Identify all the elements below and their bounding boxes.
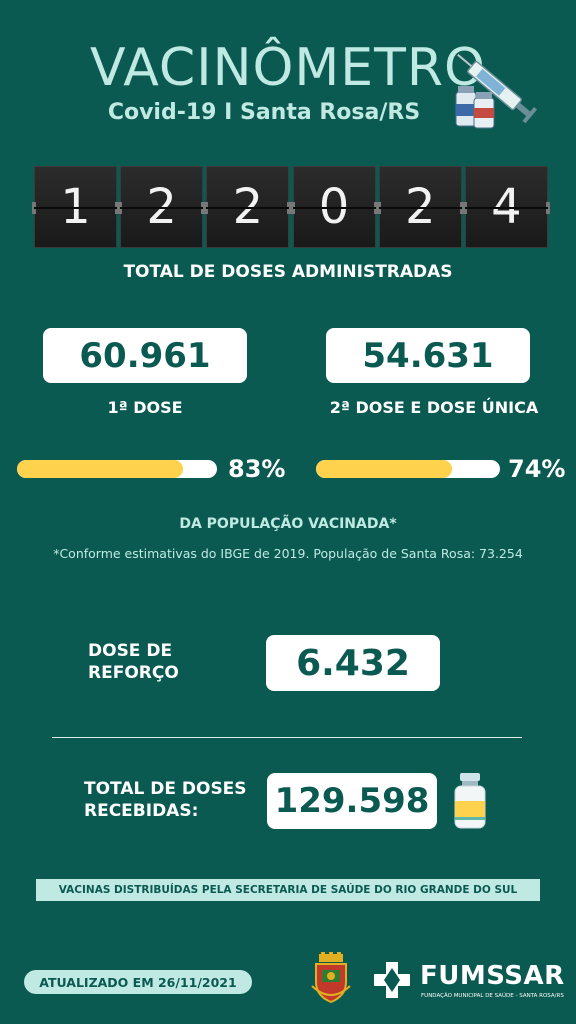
first-dose-progress — [17, 460, 217, 478]
second-dose-progress — [316, 460, 500, 478]
divider — [52, 737, 522, 738]
vaccine-vial-icon — [454, 773, 486, 829]
first-dose-progress-fill — [17, 460, 183, 478]
org-name: FUMSSAR — [420, 961, 565, 991]
second-dose-percent: 74% — [508, 455, 566, 483]
second-dose-progress-fill — [316, 460, 453, 478]
received-label-line2: RECEBIDAS: — [84, 801, 199, 821]
received-value: 129.598 — [267, 773, 437, 829]
second-dose-value: 54.631 — [326, 328, 530, 383]
counter-digit: 1 — [32, 166, 119, 248]
counter-digit: 0 — [290, 166, 378, 248]
page-subtitle: Covid-19 I Santa Rosa/RS — [107, 100, 421, 125]
syringe-vaccine-icon — [455, 53, 538, 129]
population-heading: DA POPULAÇÃO VACINADA* — [179, 516, 397, 532]
counter-digit: 4 — [462, 166, 550, 248]
fumssar-logo-icon — [374, 962, 410, 998]
received-label-line1: TOTAL DE DOSES — [84, 779, 247, 799]
booster-label-line1: DOSE DE — [88, 641, 173, 661]
booster-label-line2: REFORÇO — [88, 663, 179, 683]
sus-label: SUS — [373, 990, 387, 997]
counter-digit: 2 — [204, 166, 292, 248]
second-dose-label: 2ª DOSE E DOSE ÚNICA — [329, 398, 539, 417]
received-label: TOTAL DE DOSES RECEBIDAS: — [84, 778, 247, 822]
population-footnote: *Conforme estimativas do IBGE de 2019. P… — [53, 546, 523, 561]
booster-value: 6.432 — [266, 635, 440, 691]
first-dose-label: 1ª DOSE — [107, 398, 183, 417]
distribution-note: VACINAS DISTRIBUÍDAS PELA SECRETARIA DE … — [36, 879, 540, 901]
counter-digit: 2 — [118, 166, 206, 248]
counter-digit: 2 — [376, 166, 464, 248]
doses-counter: 1 2 2 0 2 4 — [32, 166, 550, 248]
updated-badge: ATUALIZADO EM 26/11/2021 — [24, 970, 252, 994]
org-full-name: FUNDAÇÃO MUNICIPAL DE SAÚDE - SANTA ROSA… — [421, 993, 564, 999]
booster-label: DOSE DE REFORÇO — [88, 640, 179, 684]
city-crest-icon — [311, 952, 351, 1004]
first-dose-percent: 83% — [228, 455, 286, 483]
page-title: VACINÔMETRO — [90, 38, 486, 98]
total-doses-label: TOTAL DE DOSES ADMINISTRADAS — [123, 262, 453, 282]
first-dose-value: 60.961 — [43, 328, 247, 383]
